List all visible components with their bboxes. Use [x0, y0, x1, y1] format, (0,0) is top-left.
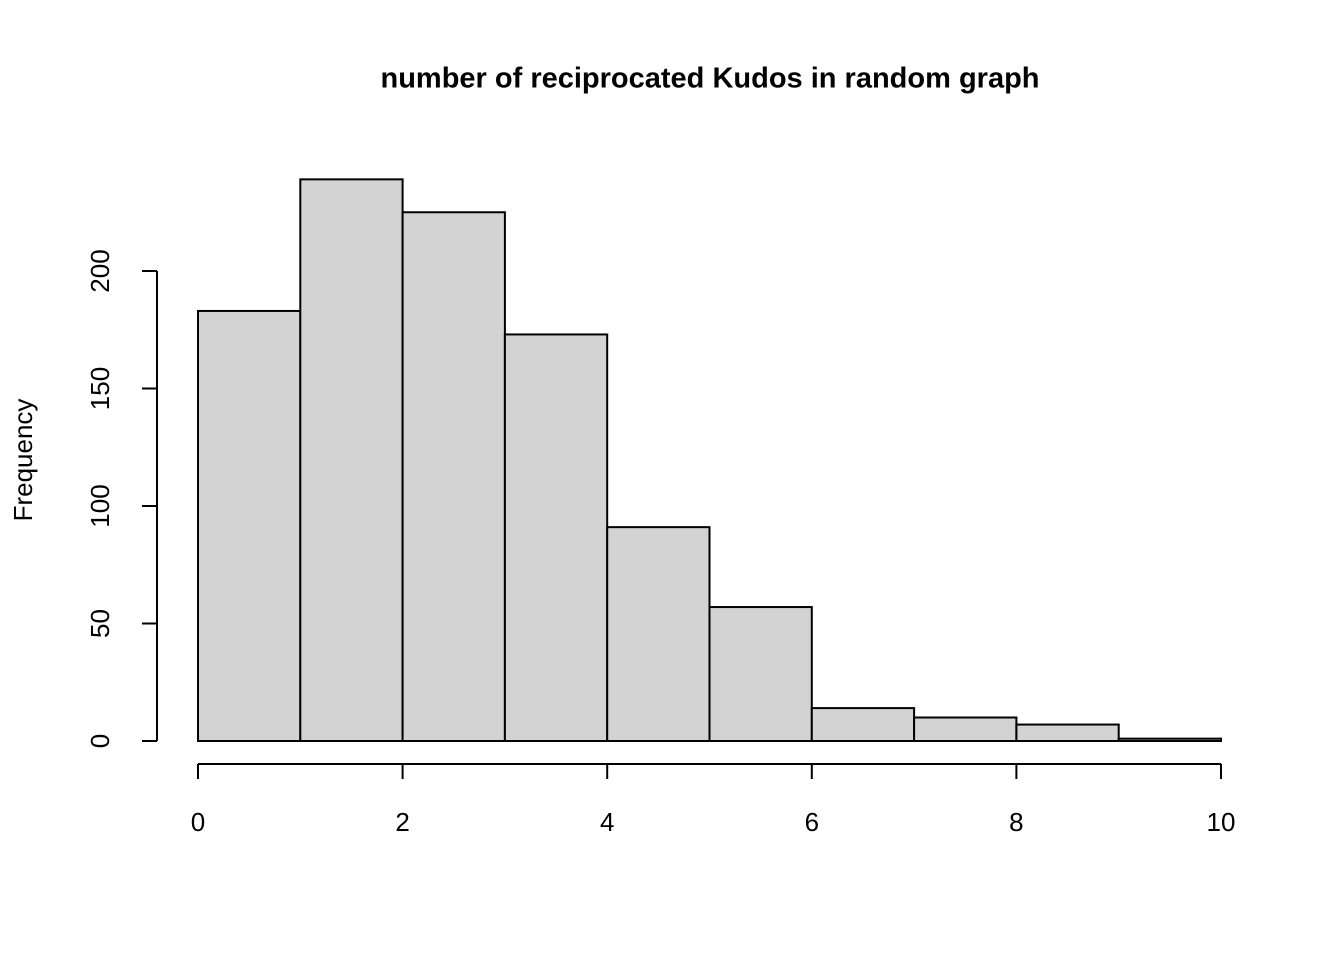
- y-tick-label: 200: [85, 249, 115, 292]
- bar: [299, 178, 404, 743]
- bar: [708, 606, 813, 742]
- y-tick-label: 150: [85, 367, 115, 410]
- x-tick-label: 10: [1207, 807, 1236, 837]
- x-tick-label: 6: [805, 807, 819, 837]
- bar: [810, 707, 916, 742]
- y-tick-label: 50: [85, 609, 115, 638]
- bar: [913, 716, 1018, 742]
- bar: [606, 526, 711, 743]
- bar: [503, 333, 609, 742]
- x-tick-label: 4: [600, 807, 614, 837]
- x-tick-label: 2: [395, 807, 409, 837]
- bar: [1015, 723, 1120, 742]
- bar: [401, 211, 506, 742]
- y-tick-label: 0: [85, 734, 115, 748]
- chart-title: number of reciprocated Kudos in random g…: [380, 63, 1039, 95]
- y-tick-label: 100: [85, 484, 115, 527]
- x-tick-label: 8: [1009, 807, 1023, 837]
- y-axis-label: Frequency: [8, 399, 38, 522]
- x-tick-label: 0: [191, 807, 205, 837]
- bar: [197, 309, 302, 742]
- bar: [1117, 737, 1222, 743]
